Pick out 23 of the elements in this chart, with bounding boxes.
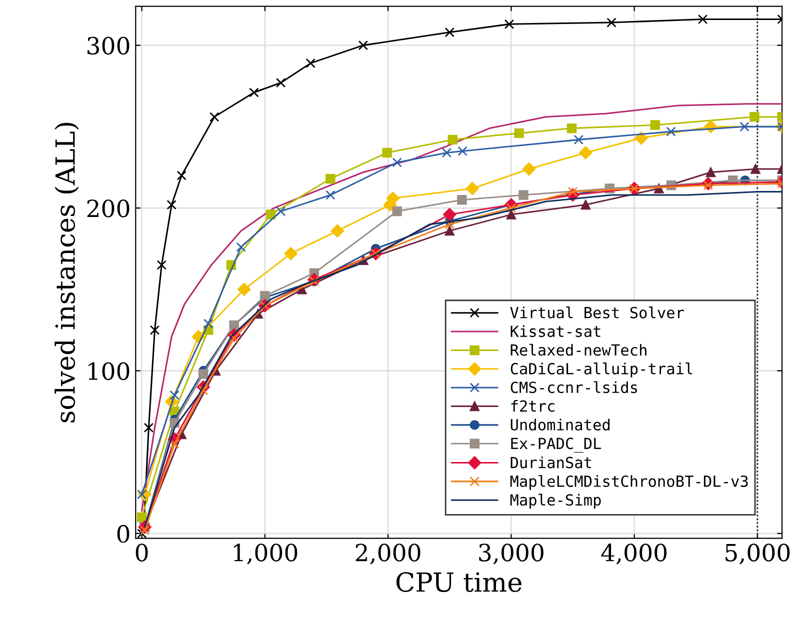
y-tick-label: 0	[117, 524, 130, 543]
legend-label: MapleLCMDistChronoBT-DL-v3	[510, 475, 748, 490]
legend-label: Kissat-sat	[510, 325, 600, 338]
x-tick-label: 4,000	[601, 544, 667, 564]
x-tick-label: 2,000	[356, 544, 420, 564]
y-tick-label: 300	[88, 36, 130, 55]
legend-label: Undominated	[510, 418, 610, 431]
x-tick-label: 1,000	[234, 544, 298, 564]
y-tick-label: 100	[88, 362, 130, 380]
legend-label: CMS-ccnr-lsids	[510, 381, 638, 394]
legend-label: DurianSat	[510, 456, 592, 468]
legend-label: Relaxed-newTech	[510, 344, 646, 356]
y-axis-title: solved instances (ALL)	[54, 122, 79, 422]
legend-label: f2trc	[511, 400, 554, 412]
y-tick-label: 200	[87, 199, 130, 218]
x-tick-label: 0	[136, 544, 148, 562]
legend-label: Ex-PADC_DL	[511, 438, 602, 453]
legend-label: Virtual Best Solver	[510, 306, 684, 318]
legend-label: Maple-Simp	[510, 494, 601, 509]
x-tick-label: 3,000	[479, 544, 544, 564]
x-axis-title: CPU time	[396, 572, 522, 592]
legend-label: CaDiCaL-alluip-trail	[510, 362, 692, 378]
x-tick-label: 5,000	[726, 544, 790, 564]
